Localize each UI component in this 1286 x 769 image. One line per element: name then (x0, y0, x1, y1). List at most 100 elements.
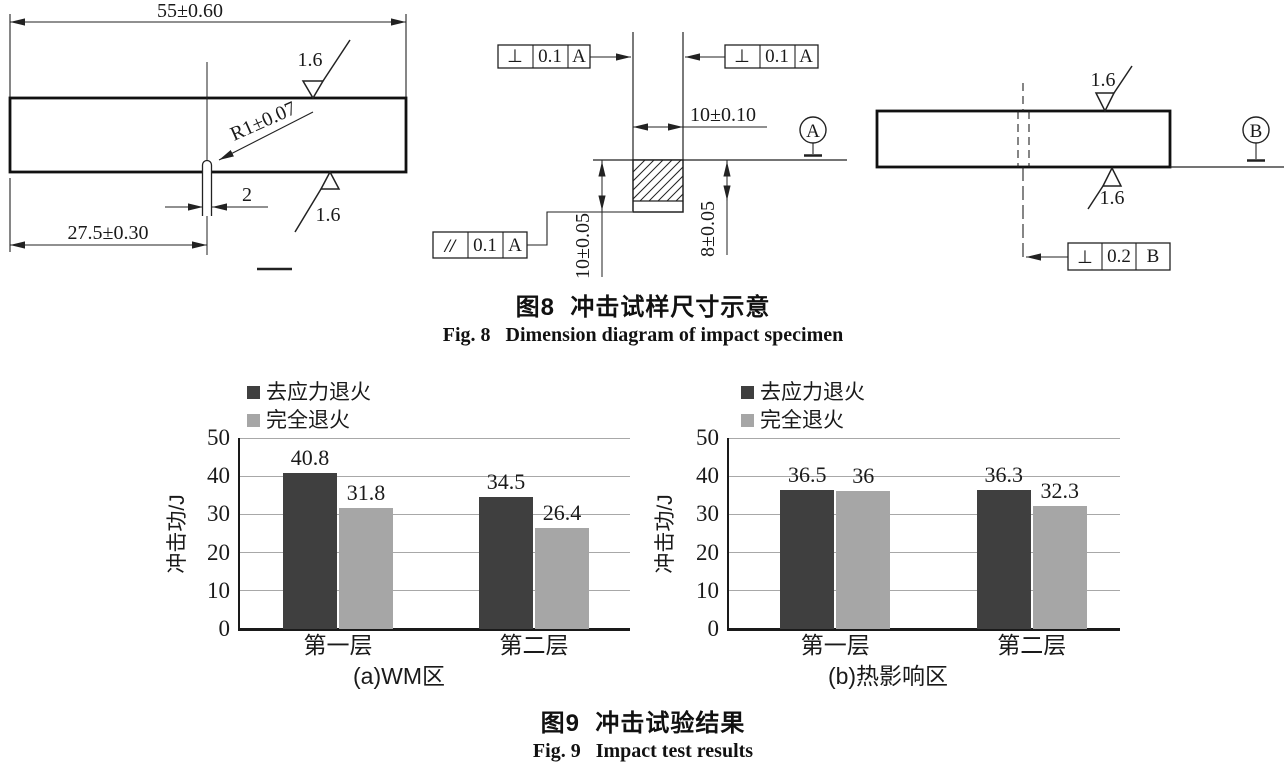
legend-label-a: 完全退火 (266, 409, 350, 432)
y-tick-label-a: 0 (218, 616, 231, 641)
middle-view: ⊥ 0.1 A ⊥ 0.1 A 10±0.10 A (432, 32, 847, 279)
length-dimension (9, 14, 407, 97)
datum-a-symbol (799, 116, 827, 157)
fcf-right-datum: A (799, 46, 813, 67)
category-label-b: 第二层 (997, 632, 1067, 658)
bar-b-dark (780, 489, 835, 629)
gridline-a (238, 590, 630, 592)
figure9-caption-en: Fig. 9 Impact test results (532, 740, 754, 762)
y-axis-b (727, 438, 729, 629)
y-tick-label-a: 50 (207, 425, 230, 450)
y-tick-label-a: 20 (207, 539, 230, 565)
y-axis-a (238, 438, 240, 629)
bar-value-label-a: 40.8 (290, 445, 330, 471)
fcf-perpendicular-left (497, 44, 631, 69)
legend-swatch-a (247, 386, 260, 399)
datum-b-symbol (1242, 116, 1270, 162)
depth-dim-text: 8±0.05 (697, 201, 719, 257)
roughness-top-right-text: 1.6 (1091, 69, 1116, 91)
bar-value-label-b: 36.3 (984, 462, 1024, 488)
chart-caption-b: (b)热影响区 (827, 663, 949, 689)
datum-b-label: B (1250, 121, 1263, 142)
y-tick-label-a: 30 (207, 501, 230, 527)
right-view: 1.6 1.6 B ⊥ 0.2 B (875, 65, 1284, 271)
fcf-parallel-tolerance: 0.1 (473, 235, 497, 256)
fcf-right-tolerance: 0.1 (765, 46, 789, 67)
roughness-symbol-top-right (1094, 65, 1133, 113)
category-label-b: 第一层 (800, 632, 870, 658)
roughness-bottom-text: 1.6 (316, 204, 341, 226)
notch-position-dimension (9, 178, 207, 252)
roughness-symbol-top (301, 39, 351, 100)
y-tick-label-b: 10 (696, 577, 719, 603)
roughness-bottom-right-text: 1.6 (1100, 187, 1125, 209)
bar-value-label-a: 34.5 (486, 469, 526, 495)
bar-value-label-a: 31.8 (346, 479, 386, 505)
x-axis-a (238, 628, 630, 631)
category-label-a: 第二层 (499, 632, 569, 658)
fcf-right-symbol: ⊥ (734, 46, 750, 66)
roughness-symbol-bottom (294, 170, 341, 233)
roughness-symbol-bottom-right (1087, 166, 1123, 210)
bar-value-label-b: 36 (852, 463, 875, 489)
y-tick-label-b: 0 (707, 616, 720, 641)
fcf-perpendicular-right (685, 44, 819, 69)
gridline-b (727, 475, 1120, 477)
length-dim-text: 55±0.60 (157, 0, 223, 22)
impact-specimen-drawing: 55±0.60 1.6 R1±0.07 2 27.5±0.30 (8, 0, 1284, 279)
figure9-caption-zh: 图9 冲击试验结果 (540, 710, 746, 737)
category-label-a: 第一层 (303, 632, 373, 658)
fcf-parallelism (432, 211, 632, 259)
bar-b-dark (976, 490, 1031, 629)
y-tick-label-b: 40 (696, 463, 719, 489)
width-dim-text: 10±0.10 (690, 104, 756, 126)
notch-position-text: 27.5±0.30 (68, 222, 149, 244)
gridline-b (727, 513, 1120, 515)
legend-label-a: 去应力退火 (266, 381, 371, 404)
gridline-b (727, 552, 1120, 554)
bar-a-gray (339, 507, 393, 629)
gridline-b (727, 437, 1120, 439)
y-axis-title-a: 冲击功/J (166, 493, 189, 574)
y-tick-label-b: 30 (696, 501, 719, 527)
v-notch (201, 159, 213, 216)
y-tick-label-a: 10 (207, 577, 230, 603)
radius-leader (218, 111, 314, 161)
height-dim-text: 10±0.05 (572, 213, 594, 279)
gridline-a (238, 552, 630, 554)
y-tick-label-b: 50 (696, 425, 719, 450)
fcf-b-datum: B (1147, 246, 1160, 267)
fcf-left-tolerance: 0.1 (538, 46, 562, 67)
bar-value-label-b: 32.3 (1040, 477, 1080, 503)
specimen-outline-right (875, 109, 1172, 169)
hatched-section (632, 159, 684, 213)
y-axis-title-b: 冲击功/J (654, 493, 677, 574)
left-view: 55±0.60 1.6 R1±0.07 2 27.5±0.30 (8, 0, 408, 271)
datum-a-label: A (806, 121, 820, 142)
gridline-b (727, 590, 1120, 592)
fcf-left-datum: A (572, 46, 586, 67)
fcf-b-symbol: ⊥ (1077, 247, 1093, 267)
bar-value-label-b: 36.5 (788, 461, 827, 487)
fcf-b-tolerance: 0.2 (1107, 246, 1131, 267)
fcf-perpendicular-b (1026, 242, 1171, 271)
bar-a-dark (479, 497, 533, 629)
fcf-parallel-datum: A (508, 235, 522, 256)
legend-label-b: 去应力退火 (760, 381, 865, 404)
figure8-caption-en: Fig. 8 Dimension diagram of impact speci… (442, 324, 844, 346)
figure8-caption-zh: 图8 冲击试样尺寸示意 (515, 294, 771, 321)
bar-value-label-a: 26.4 (542, 500, 582, 526)
y-tick-label-a: 40 (207, 463, 230, 489)
legend-swatch-a (247, 414, 260, 427)
gridline-a (238, 475, 630, 477)
legend-label-b: 完全退火 (760, 409, 844, 432)
gridline-a (238, 437, 630, 439)
legend-swatch-b (741, 414, 754, 427)
chart-caption-a: (a)WM区 (353, 663, 445, 689)
legend-swatch-b (741, 386, 754, 399)
bar-a-dark (283, 473, 337, 629)
roughness-top-text: 1.6 (298, 49, 323, 71)
fcf-parallel-symbol: // (443, 236, 457, 257)
